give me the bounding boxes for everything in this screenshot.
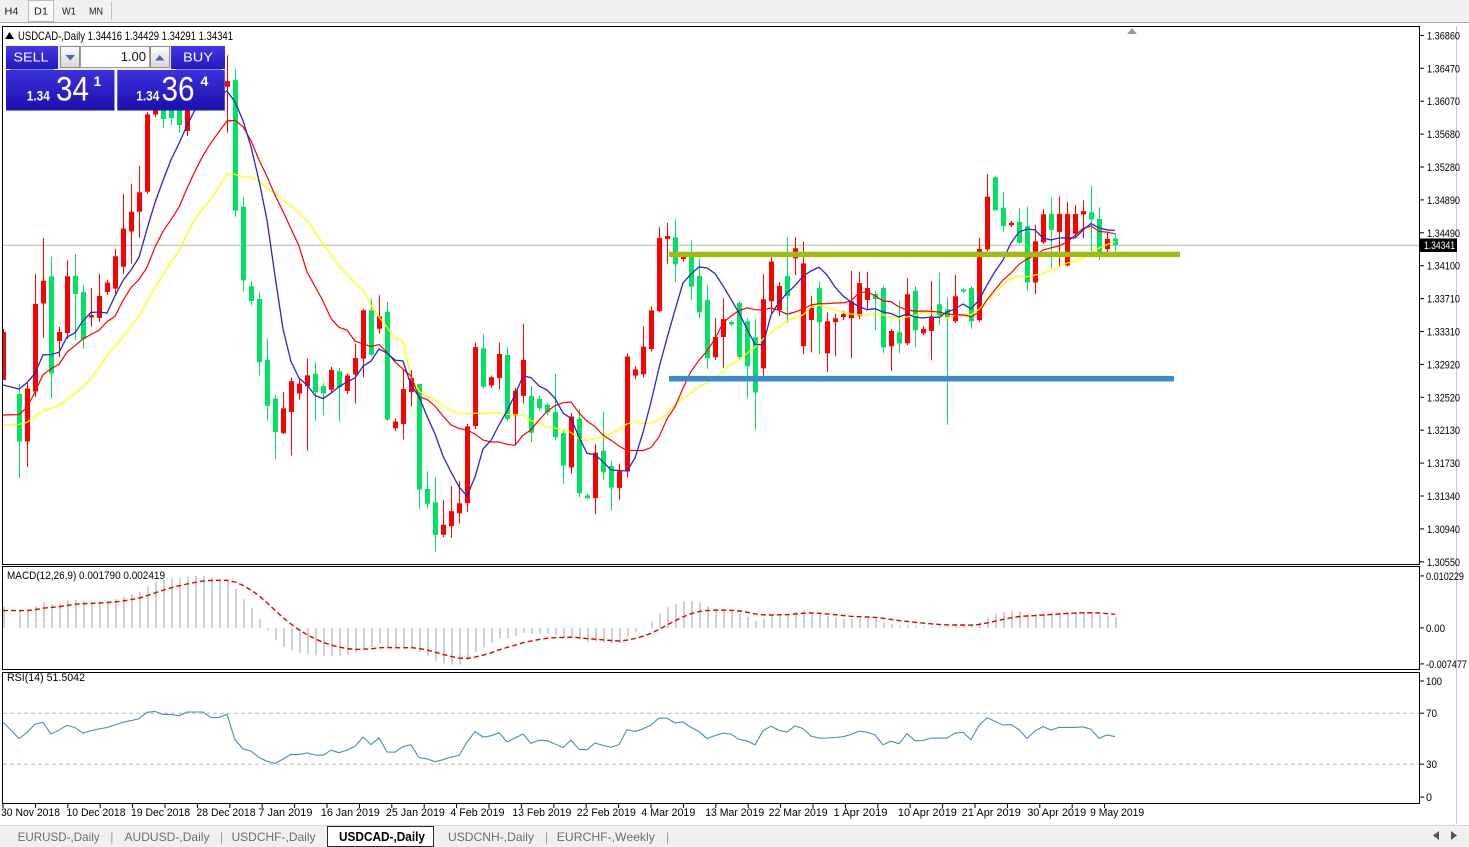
svg-text:28 Dec 2018: 28 Dec 2018 <box>197 807 256 819</box>
svg-text:1.00: 1.00 <box>121 49 146 64</box>
svg-text:1.31730: 1.31730 <box>1427 458 1460 470</box>
svg-text:1.30550: 1.30550 <box>1427 557 1460 569</box>
svg-text:34: 34 <box>56 71 89 109</box>
svg-text:RSI(14) 51.5042: RSI(14) 51.5042 <box>7 672 85 684</box>
svg-text:|: | <box>545 830 548 844</box>
svg-text:30 Apr 2019: 30 Apr 2019 <box>1027 807 1086 819</box>
svg-text:10 Apr 2019: 10 Apr 2019 <box>898 807 957 819</box>
svg-text:|: | <box>110 830 113 844</box>
svg-text:13 Mar 2019: 13 Mar 2019 <box>705 807 764 819</box>
svg-text:1: 1 <box>94 73 102 89</box>
svg-text:BUY: BUY <box>183 50 213 65</box>
svg-text:AUDUSD-,Daily: AUDUSD-,Daily <box>125 830 210 844</box>
svg-text:1.31340: 1.31340 <box>1427 491 1460 503</box>
svg-text:1.35680: 1.35680 <box>1427 129 1460 141</box>
svg-text:1.32520: 1.32520 <box>1427 392 1460 404</box>
svg-text:1.33710: 1.33710 <box>1427 294 1460 306</box>
svg-text:1 Apr 2019: 1 Apr 2019 <box>834 807 888 819</box>
svg-text:USDCAD-,Daily: USDCAD-,Daily <box>339 830 425 844</box>
svg-text:13 Feb 2019: 13 Feb 2019 <box>512 807 571 819</box>
svg-text:W1: W1 <box>62 6 76 18</box>
svg-text:1.34341: 1.34341 <box>1424 240 1455 252</box>
svg-text:1.33310: 1.33310 <box>1427 327 1460 339</box>
svg-text:4: 4 <box>201 73 209 89</box>
svg-text:1.32920: 1.32920 <box>1427 359 1460 371</box>
svg-text:10 Dec 2018: 10 Dec 2018 <box>67 807 126 819</box>
svg-text:1.36860: 1.36860 <box>1427 30 1460 42</box>
svg-text:1.32130: 1.32130 <box>1427 425 1460 437</box>
svg-text:30: 30 <box>1426 759 1437 771</box>
svg-text:16 Jan 2019: 16 Jan 2019 <box>321 807 380 819</box>
svg-text:EURUSD-,Daily: EURUSD-,Daily <box>18 830 100 844</box>
svg-text:|: | <box>666 830 669 844</box>
svg-text:H4: H4 <box>5 6 19 18</box>
svg-text:MACD(12,26,9) 0.001790 0.00241: MACD(12,26,9) 0.001790 0.002419 <box>7 570 165 582</box>
svg-text:100: 100 <box>1426 676 1442 688</box>
svg-text:0: 0 <box>1426 792 1432 804</box>
svg-text:7 Jan 2019: 7 Jan 2019 <box>258 807 312 819</box>
svg-text:36: 36 <box>162 71 195 109</box>
svg-text:D1: D1 <box>34 6 48 18</box>
svg-text:MN: MN <box>89 6 103 18</box>
svg-text:1.36070: 1.36070 <box>1427 96 1460 108</box>
svg-text:19 Dec 2018: 19 Dec 2018 <box>131 807 190 819</box>
svg-text:21 Apr 2019: 21 Apr 2019 <box>962 807 1021 819</box>
svg-text:1.34: 1.34 <box>136 88 159 104</box>
svg-text:EURCHF-,Weekly: EURCHF-,Weekly <box>557 830 655 844</box>
svg-text:1.34490: 1.34490 <box>1427 228 1460 240</box>
svg-text:SELL: SELL <box>14 50 49 65</box>
svg-text:30 Nov 2018: 30 Nov 2018 <box>1 807 60 819</box>
svg-text:-0.007477: -0.007477 <box>1426 659 1467 671</box>
svg-text:1.34100: 1.34100 <box>1427 261 1460 273</box>
svg-text:1.34890: 1.34890 <box>1427 195 1460 207</box>
svg-text:0.00: 0.00 <box>1426 623 1445 635</box>
svg-text:70: 70 <box>1426 708 1437 720</box>
svg-text:22 Mar 2019: 22 Mar 2019 <box>769 807 828 819</box>
svg-text:0.010229: 0.010229 <box>1426 571 1464 583</box>
svg-text:1.35280: 1.35280 <box>1427 162 1460 174</box>
svg-text:1.30940: 1.30940 <box>1427 524 1460 536</box>
svg-text:1.36470: 1.36470 <box>1427 63 1460 75</box>
svg-text:22 Feb 2019: 22 Feb 2019 <box>577 807 636 819</box>
svg-text:USDCHF-,Daily: USDCHF-,Daily <box>232 830 316 844</box>
svg-text:9 May 2019: 9 May 2019 <box>1090 807 1144 819</box>
svg-text:|: | <box>220 830 223 844</box>
svg-text:USDCAD-,Daily 1.34416 1.34429: USDCAD-,Daily 1.34416 1.34429 1.34291 1.… <box>18 29 233 43</box>
svg-text:USDCNH-,Daily: USDCNH-,Daily <box>448 830 534 844</box>
svg-text:4 Feb 2019: 4 Feb 2019 <box>450 807 504 819</box>
svg-text:4 Mar 2019: 4 Mar 2019 <box>641 807 695 819</box>
svg-text:25 Jan 2019: 25 Jan 2019 <box>386 807 445 819</box>
svg-text:1.34: 1.34 <box>27 88 50 104</box>
